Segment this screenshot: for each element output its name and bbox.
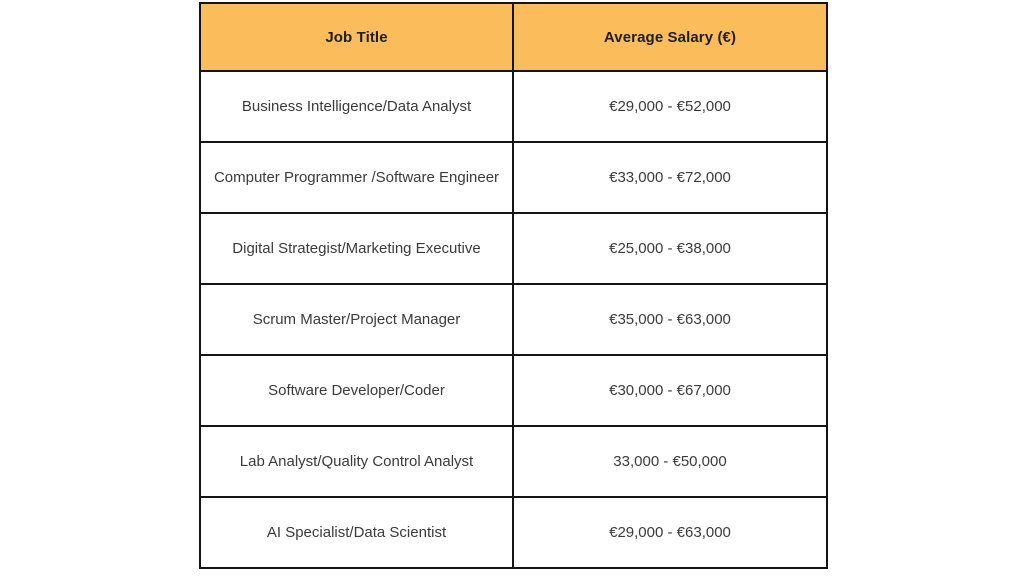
salary-cell: 33,000 - €50,000 (512, 425, 828, 498)
table-row: Business Intelligence/Data Analyst €29,0… (199, 70, 828, 143)
job-title-cell: Software Developer/Coder (199, 354, 514, 427)
table-row: Computer Programmer /Software Engineer €… (199, 141, 828, 214)
table-row: Lab Analyst/Quality Control Analyst 33,0… (199, 425, 828, 498)
salary-cell: €25,000 - €38,000 (512, 212, 828, 285)
table-row: Software Developer/Coder €30,000 - €67,0… (199, 354, 828, 427)
job-title-cell: AI Specialist/Data Scientist (199, 496, 514, 569)
column-header-job-title: Job Title (199, 2, 514, 72)
table-row: Scrum Master/Project Manager €35,000 - €… (199, 283, 828, 356)
header-row: Job Title Average Salary (€) (199, 2, 828, 72)
column-header-average-salary: Average Salary (€) (512, 2, 828, 72)
table-row: Digital Strategist/Marketing Executive €… (199, 212, 828, 285)
job-title-cell: Business Intelligence/Data Analyst (199, 70, 514, 143)
job-title-cell: Lab Analyst/Quality Control Analyst (199, 425, 514, 498)
salary-cell: €30,000 - €67,000 (512, 354, 828, 427)
job-title-cell: Scrum Master/Project Manager (199, 283, 514, 356)
job-title-cell: Computer Programmer /Software Engineer (199, 141, 514, 214)
table-header: Job Title Average Salary (€) (199, 2, 828, 72)
job-title-cell: Digital Strategist/Marketing Executive (199, 212, 514, 285)
salary-cell: €33,000 - €72,000 (512, 141, 828, 214)
table-row: AI Specialist/Data Scientist €29,000 - €… (199, 496, 828, 569)
salary-cell: €29,000 - €52,000 (512, 70, 828, 143)
salary-table: Job Title Average Salary (€) Business In… (199, 2, 828, 569)
salary-cell: €29,000 - €63,000 (512, 496, 828, 569)
salary-cell: €35,000 - €63,000 (512, 283, 828, 356)
table-body: Business Intelligence/Data Analyst €29,0… (199, 70, 828, 569)
